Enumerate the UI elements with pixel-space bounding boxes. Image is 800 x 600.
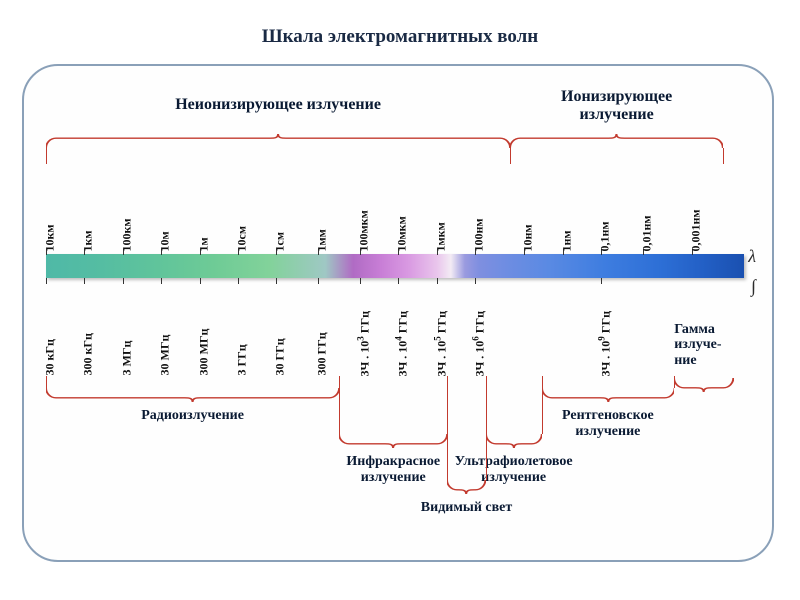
wavelength-tick-label: 10нм: [521, 224, 536, 251]
wavelength-tick-label: 1м: [196, 237, 211, 251]
frequency-tick-label: 3 ГГц: [234, 344, 249, 375]
bottom-group-label: Видимый свет: [392, 500, 542, 516]
wavelength-tick-label: 10мкм: [395, 216, 410, 251]
bracket: [447, 480, 485, 494]
bottom-leader: [486, 376, 487, 480]
top-leader: [723, 148, 724, 164]
wavelength-tick-label: 10см: [234, 226, 249, 252]
wavelength-tick-label: 0,01нм: [639, 215, 654, 251]
wavelength-tick-label: 0,001нм: [688, 209, 703, 251]
frequency-tick-label: 30 МГц: [158, 335, 173, 376]
wavelength-tick-label: 10м: [158, 231, 173, 251]
wavelength-tick-label: 1см: [273, 232, 288, 252]
wavelength-tick-label: 0,1нм: [597, 221, 612, 251]
frequency-tick-label: 300 ГГц: [315, 332, 330, 375]
frequency-tick-label: 30 кГц: [43, 339, 58, 375]
frequency-tick-label: 30 ГГц: [273, 338, 288, 375]
frequency-tick-label: 3Ч . 103 ГГц: [356, 311, 373, 377]
frequency-tickmark: [46, 278, 47, 284]
page-title: Шкала электромагнитных волн: [0, 0, 800, 48]
top-leader: [46, 148, 47, 164]
frequency-tick-label: 3 МГц: [119, 341, 134, 376]
diagram-content: λ ∫ 10км 1км 100км 10м 1м 10см 1см 1мм 100мкм 10м…: [34, 78, 762, 548]
bottom-leader: [542, 376, 543, 434]
gamma-label: Гамма излуче- ние: [674, 322, 721, 368]
frequency-tickmark: [437, 278, 438, 284]
spectrum-bar: [46, 254, 744, 278]
wavelength-tick-label: 1км: [81, 230, 96, 251]
bracket: [46, 388, 339, 402]
frequency-tickmark: [238, 278, 239, 284]
frequency-tick-label: 3Ч . 105 ГГц: [432, 311, 449, 377]
bracket: [339, 434, 447, 448]
frequency-tickmark: [601, 278, 602, 284]
frequency-tickmark: [276, 278, 277, 284]
frequency-tick-label: 3Ч . 104 ГГц: [394, 311, 411, 377]
frequency-tickmark: [475, 278, 476, 284]
frequency-symbol: ∫: [751, 276, 756, 297]
wavelength-tick-label: 100мкм: [357, 210, 372, 251]
diagram-frame: λ ∫ 10км 1км 100км 10м 1м 10см 1см 1мм 100мкм 10м…: [22, 64, 774, 562]
bottom-group-label: Рентгеновское излучение: [533, 408, 683, 440]
bottom-leader: [447, 376, 448, 480]
top-group-label: Ионизирующее излучение: [510, 88, 723, 124]
wavelength-tick-label: 100нм: [472, 218, 487, 251]
frequency-tick-label: 3Ч . 106 ГГц: [471, 311, 488, 377]
frequency-tick-label: 3Ч . 109 ГГц: [596, 311, 613, 377]
bracket: [46, 134, 510, 148]
lambda-symbol: λ: [748, 246, 756, 267]
top-leader: [510, 148, 511, 164]
bracket: [542, 388, 675, 402]
wavelength-tick-label: 10км: [43, 224, 58, 251]
diagram-root: Шкала электромагнитных волн λ ∫ 10км 1км 1…: [0, 0, 800, 600]
top-group-label: Неионизирующее излучение: [46, 96, 510, 114]
frequency-tickmark: [200, 278, 201, 284]
wavelength-tick-label: 1мм: [315, 229, 330, 251]
frequency-tickmark: [84, 278, 85, 284]
bottom-leader: [339, 376, 340, 434]
frequency-tickmark: [360, 278, 361, 284]
frequency-tickmark: [161, 278, 162, 284]
bracket: [510, 134, 723, 148]
frequency-tick-label: 300 МГц: [196, 329, 211, 376]
frequency-tick-label: 300 кГц: [81, 333, 96, 375]
wavelength-tick-label: 100км: [119, 218, 134, 251]
bottom-group-label: Радиоизлучение: [46, 408, 339, 424]
frequency-tickmark: [318, 278, 319, 284]
frequency-tickmark: [398, 278, 399, 284]
bracket: [486, 434, 542, 448]
wavelength-tick-label: 1мкм: [433, 222, 448, 251]
wavelength-tick-label: 1нм: [559, 230, 574, 251]
bottom-leader: [46, 376, 47, 388]
bracket: [674, 378, 733, 392]
frequency-tickmark: [123, 278, 124, 284]
